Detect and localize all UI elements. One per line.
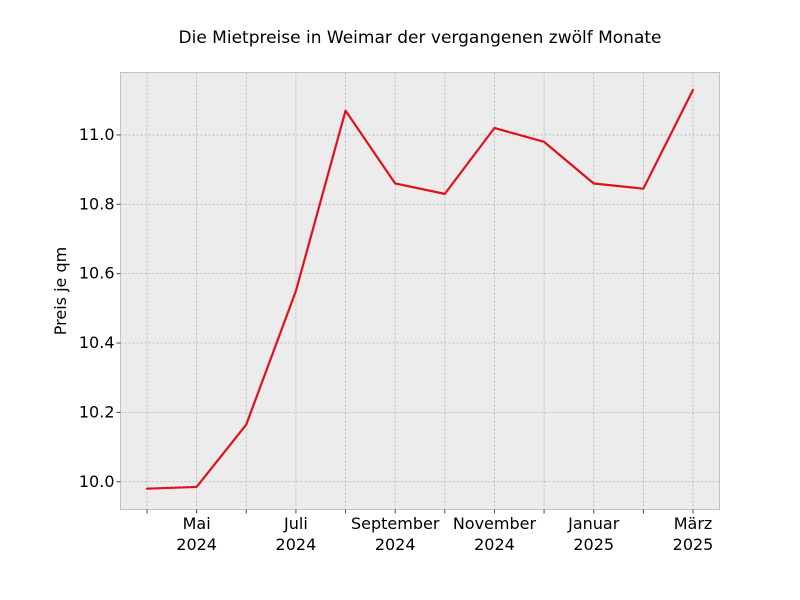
y-tick-label: 10.6 [79, 264, 115, 283]
plot-area [120, 72, 720, 510]
y-tick-label: 10.4 [79, 333, 115, 352]
plot-frame [120, 72, 720, 510]
x-tick-label: 2025 [573, 535, 614, 554]
y-axis-label: Preis je qm [51, 247, 70, 335]
x-tick-label: Juli [283, 514, 308, 533]
y-tick-label: 11.0 [79, 125, 115, 144]
x-tick-label: 2024 [276, 535, 317, 554]
grid-lines [120, 72, 720, 510]
chart-title: Die Mietpreise in Weimar der vergangenen… [179, 28, 662, 48]
x-tick-label: Januar [567, 514, 620, 533]
x-tick-label: 2024 [474, 535, 515, 554]
series-layer [145, 88, 695, 490]
y-tick-label: 10.8 [79, 194, 115, 213]
x-tick-label: März [674, 514, 713, 533]
x-tick-label: 2024 [375, 535, 416, 554]
x-tick-label: September [351, 514, 440, 533]
tick-layer: 10.0 10.2 10.4 10.6 10.8 11.0 Mai 2024 Juli 2024 S… [79, 125, 713, 554]
x-tick-label: November [453, 514, 537, 533]
series-line [145, 88, 695, 490]
x-tick-label: 2025 [673, 535, 714, 554]
x-tick-label: Mai [183, 514, 211, 533]
y-tick-label: 10.2 [79, 402, 115, 421]
y-tick-label: 10.0 [79, 472, 115, 491]
x-tick-label: 2024 [176, 535, 217, 554]
